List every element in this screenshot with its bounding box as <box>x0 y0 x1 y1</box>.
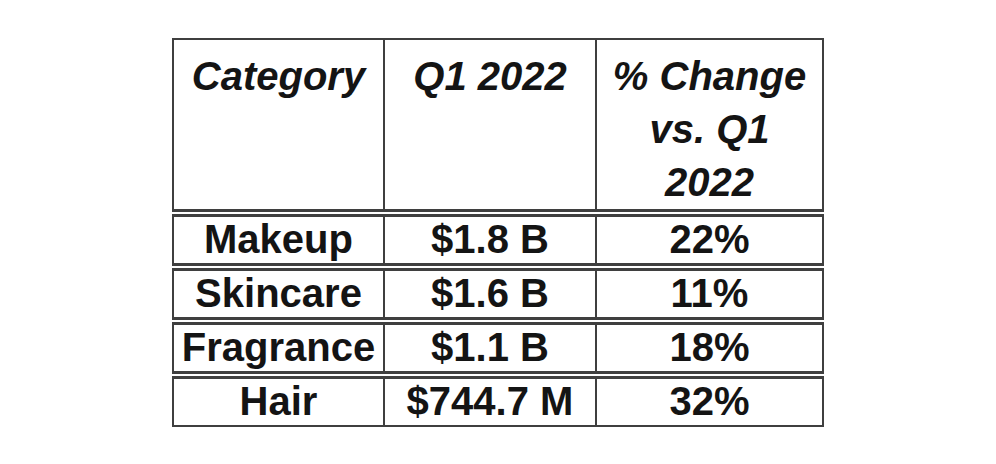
table-header-row: Category Q1 2022 % Change vs. Q1 2022 <box>173 39 823 213</box>
table-row-fragrance: Fragrance $1.1 B 18% <box>173 321 823 375</box>
header-line: % Change <box>598 50 821 103</box>
quarterly-category-table: Category Q1 2022 % Change vs. Q1 2022 Ma… <box>172 38 824 427</box>
cell-q1-value: $1.6 B <box>384 267 596 321</box>
cell-q1-value: $1.8 B <box>384 213 596 267</box>
cell-category: Fragrance <box>173 321 384 375</box>
header-line: vs. Q1 <box>598 103 821 156</box>
header-cell-pct-change: % Change vs. Q1 2022 <box>596 39 823 213</box>
table-row-skincare: Skincare $1.6 B 11% <box>173 267 823 321</box>
cell-pct-change: 22% <box>596 213 823 267</box>
header-cell-category: Category <box>173 39 384 213</box>
cell-pct-change: 11% <box>596 267 823 321</box>
header-cell-q1-2022: Q1 2022 <box>384 39 596 213</box>
header-line: 2022 <box>598 156 821 209</box>
page-background: Category Q1 2022 % Change vs. Q1 2022 Ma… <box>0 0 996 464</box>
cell-category: Hair <box>173 375 384 426</box>
cell-category: Makeup <box>173 213 384 267</box>
cell-pct-change: 32% <box>596 375 823 426</box>
cell-q1-value: $744.7 M <box>384 375 596 426</box>
table-row-makeup: Makeup $1.8 B 22% <box>173 213 823 267</box>
table-row-hair: Hair $744.7 M 32% <box>173 375 823 426</box>
cell-q1-value: $1.1 B <box>384 321 596 375</box>
cell-pct-change: 18% <box>596 321 823 375</box>
cell-category: Skincare <box>173 267 384 321</box>
